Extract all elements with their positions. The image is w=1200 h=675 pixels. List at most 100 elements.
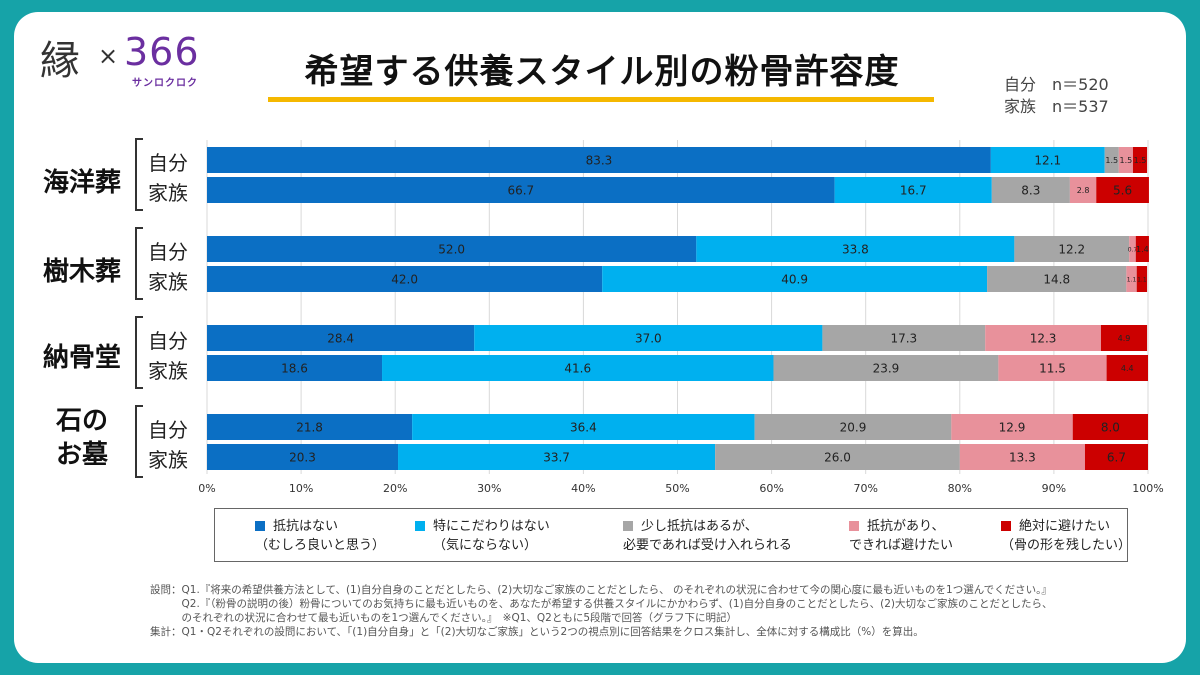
bar-segment (1072, 414, 1148, 440)
bar-value-label: 12.2 (1058, 243, 1085, 257)
group-bracket (135, 138, 143, 211)
row-label-family: 家族 (148, 448, 188, 472)
bar-segment (207, 325, 475, 351)
bar-value-label: 21.8 (296, 421, 323, 435)
bar-segment (207, 177, 835, 203)
bar-value-label: 2.8 (1077, 186, 1090, 195)
bar-segment (412, 414, 755, 440)
bar-segment (207, 414, 413, 440)
bar-segment (951, 414, 1073, 440)
row-label-self: 自分 (148, 151, 188, 175)
category-label-sea: 海洋葬 (42, 168, 121, 198)
row-label-family: 家族 (148, 359, 188, 383)
row-label-self: 自分 (148, 329, 188, 353)
bar-value-label: 23.9 (873, 362, 900, 376)
bar-segment (1126, 266, 1137, 292)
bar-value-label: 20.3 (289, 451, 316, 465)
bar-value-label: 1.5 (1120, 156, 1133, 165)
group-bracket (135, 405, 143, 478)
bar-segment (207, 266, 603, 292)
sample-family: 家族 n＝537 (1004, 97, 1109, 116)
bar-segment (1129, 236, 1136, 262)
x-tick-label: 70% (853, 482, 877, 495)
bar-segment (1096, 177, 1149, 203)
note-line: のそれぞれの状況に合わせて最も近いものを1つ選んでください。』 ※Q1、Q2とも… (150, 612, 738, 624)
sample-size: 自分 n＝520 家族 n＝537 (1004, 74, 1109, 118)
bar-segment (1136, 266, 1148, 292)
bar-segment (1118, 147, 1133, 173)
bar-segment (1132, 147, 1148, 173)
category-label-ossuary: 納骨堂 (42, 343, 121, 373)
x-tick-label: 20% (383, 482, 407, 495)
bar-value-label: 66.7 (507, 184, 534, 198)
bar-segment (1135, 236, 1149, 262)
bar-segment (1069, 177, 1097, 203)
x-tick-label: 100% (1132, 482, 1163, 495)
bar-segment (207, 147, 991, 173)
legend-swatch (623, 521, 633, 531)
logo-times: × (98, 42, 119, 70)
title-underline (268, 97, 934, 102)
bar-value-label: 13.3 (1009, 451, 1036, 465)
chart-title: 希望する供養スタイル別の粉骨許容度 (304, 52, 900, 92)
legend-item: 絶対に避けたい （骨の形を残したい） (1001, 519, 1132, 553)
legend-swatch (415, 521, 425, 531)
legend-item: 抵抗があり、 できれば避けたい (849, 519, 954, 553)
bar-value-label: 20.9 (840, 421, 867, 435)
bar-value-label: 36.4 (570, 421, 597, 435)
x-tick-label: 80% (948, 482, 972, 495)
note-line: Q2.『（粉骨の説明の後）粉骨についてのお気持ちに最も近いものを、あなたが希望す… (150, 598, 1053, 610)
bar-segment (822, 325, 986, 351)
x-tick-label: 30% (477, 482, 501, 495)
row-label-family: 家族 (148, 181, 188, 205)
bar-segment (207, 355, 383, 381)
bar-value-label: 37.0 (635, 332, 662, 346)
bar-value-label: 4.9 (1118, 334, 1131, 343)
bar-segment (959, 444, 1085, 470)
x-tick-label: 50% (665, 482, 689, 495)
bar-value-label: 12.1 (1034, 154, 1061, 168)
bar-value-label: 40.9 (781, 273, 808, 287)
legend-item: 少し抵抗はあるが、 必要であれば受け入れられる (623, 519, 792, 553)
bar-value-label: 6.7 (1107, 451, 1126, 465)
category-label-tree: 樹木葬 (42, 257, 121, 287)
legend-swatch (255, 521, 265, 531)
bar-value-label: 41.6 (564, 362, 591, 376)
sample-self: 自分 n＝520 (1004, 75, 1109, 94)
bar-value-label: 1.1 (1137, 277, 1147, 284)
bar-segment (998, 355, 1107, 381)
bar-segment (398, 444, 716, 470)
bar-value-label: 5.6 (1113, 184, 1132, 198)
legend-swatch (1001, 521, 1011, 531)
bar-segment (382, 355, 774, 381)
bar-segment (1104, 147, 1119, 173)
bar-value-label: 83.3 (586, 154, 613, 168)
bar-segment (1084, 444, 1148, 470)
bar-segment (715, 444, 960, 470)
bar-value-label: 17.3 (890, 332, 917, 346)
logo-number: 366 (124, 30, 200, 74)
bar-value-label: 12.3 (1030, 332, 1057, 346)
bar-value-label: 26.0 (824, 451, 851, 465)
row-label-family: 家族 (148, 270, 188, 294)
x-tick-label: 40% (571, 482, 595, 495)
x-tick-label: 10% (289, 482, 313, 495)
bar-value-label: 18.6 (281, 362, 308, 376)
bar-value-label: 11.5 (1039, 362, 1066, 376)
bar-segment (474, 325, 823, 351)
row-label-self: 自分 (148, 240, 188, 264)
x-tick-label: 0% (198, 482, 215, 495)
bar-value-label: 4.4 (1121, 364, 1134, 373)
bar-segment (1106, 355, 1148, 381)
bar-segment (985, 325, 1101, 351)
legend-swatch (849, 521, 859, 531)
bar-value-label: 28.4 (327, 332, 354, 346)
stacked-bar-chart: 0% 10% 20% 30% 40% 50% 60% 70% 80% 90% 100% 83.3 12.… (198, 140, 1164, 495)
x-tick-label: 60% (759, 482, 783, 495)
bar-value-label: 1.5 (1134, 156, 1147, 165)
bar-value-label: 8.0 (1101, 421, 1120, 435)
bar-segment (754, 414, 952, 440)
logo: 縁 × 366 サンロクロク (40, 28, 220, 89)
bar-value-label: 1.1 (1127, 277, 1137, 284)
logo-mark: 縁 (40, 38, 80, 84)
